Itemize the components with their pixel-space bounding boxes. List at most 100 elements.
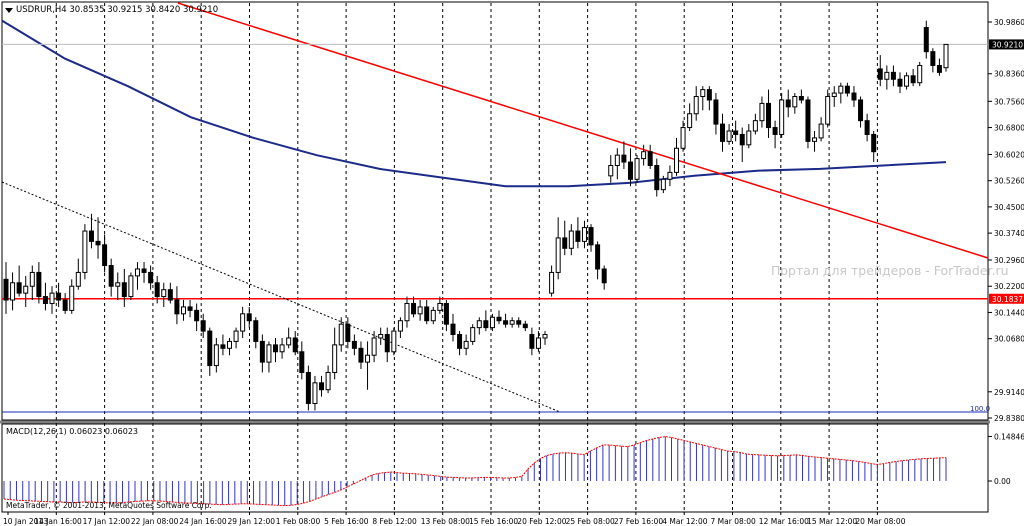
candle-body-down bbox=[174, 299, 180, 315]
candle-body-up bbox=[542, 334, 548, 339]
time-label: 22 Jan 08:00 bbox=[131, 517, 179, 526]
candle-body-up bbox=[378, 334, 384, 339]
candle-body-down bbox=[575, 230, 581, 242]
candle bbox=[562, 220, 568, 256]
candle-body-up bbox=[641, 151, 647, 160]
candle-body-down bbox=[154, 282, 160, 298]
candle bbox=[549, 265, 555, 297]
time-label: 29 Jan 12:00 bbox=[228, 517, 276, 526]
candle-body-up bbox=[812, 137, 818, 142]
candle-body-up bbox=[555, 237, 561, 273]
candle bbox=[739, 127, 745, 163]
candle-body-up bbox=[75, 271, 81, 287]
time-label: 20 Feb 12:00 bbox=[517, 517, 566, 526]
candle bbox=[568, 224, 574, 256]
candle-body-down bbox=[351, 340, 357, 349]
candle bbox=[673, 137, 679, 176]
candle bbox=[522, 320, 528, 332]
candle-body-down bbox=[936, 64, 942, 73]
candle-body-down bbox=[766, 102, 772, 129]
candle-body-down bbox=[102, 244, 108, 267]
price-axis: 30.9860 30.8360 30.7560 30.6800 30.6020 30.52… bbox=[988, 18, 1024, 423]
candle bbox=[365, 341, 371, 390]
candle-body-up bbox=[325, 371, 331, 391]
candle-body-down bbox=[56, 292, 62, 301]
candle bbox=[614, 148, 620, 180]
price-tick-label: 30.2960 bbox=[994, 256, 1024, 265]
time-label: 12 Mar 16:00 bbox=[759, 517, 809, 526]
candle bbox=[286, 327, 292, 349]
candle bbox=[384, 327, 390, 363]
candle bbox=[226, 337, 232, 356]
candle-body-down bbox=[16, 282, 22, 294]
candle-body-up bbox=[180, 306, 186, 315]
symbol-info: USDRUR,H4 30.8535 30.9215 30.8420 30.921… bbox=[16, 5, 218, 15]
candle bbox=[844, 82, 850, 97]
candle-body-down bbox=[384, 334, 390, 353]
chart-drawings bbox=[1, 2, 989, 413]
candle-body-down bbox=[588, 227, 594, 246]
candle-body-up bbox=[884, 71, 890, 80]
candle-body-down bbox=[148, 271, 154, 284]
price-tick-label: 30.3740 bbox=[994, 229, 1024, 238]
candle bbox=[108, 258, 114, 297]
candle-body-down bbox=[798, 96, 804, 101]
candle bbox=[23, 275, 29, 307]
price-tick-label: 30.5260 bbox=[994, 177, 1024, 186]
candle bbox=[154, 275, 160, 304]
candle-body-up bbox=[266, 344, 272, 363]
candle-body-down bbox=[871, 133, 877, 153]
candle bbox=[134, 262, 140, 290]
time-label: 1 Feb 08:00 bbox=[276, 517, 321, 526]
candle-body-down bbox=[923, 27, 929, 53]
support-price-label: 30.1837 bbox=[992, 295, 1023, 304]
candle-body-up bbox=[667, 171, 673, 180]
candle-body-up bbox=[417, 306, 423, 315]
candle bbox=[851, 86, 857, 107]
candle-body-down bbox=[108, 265, 114, 287]
candle-body-down bbox=[897, 78, 903, 87]
candle-body-down bbox=[246, 313, 252, 322]
candle-body-down bbox=[259, 340, 265, 363]
candle bbox=[700, 86, 706, 111]
candle bbox=[503, 313, 509, 328]
candle bbox=[430, 306, 436, 325]
candle-body-down bbox=[200, 320, 206, 332]
candle-body-down bbox=[411, 302, 417, 315]
candle-body-up bbox=[470, 327, 476, 342]
candle bbox=[831, 86, 837, 107]
candle-body-up bbox=[943, 43, 949, 69]
chevron-down-icon[interactable] bbox=[5, 8, 13, 13]
candle bbox=[404, 296, 410, 328]
candle-body-down bbox=[319, 382, 325, 391]
candle-body-up bbox=[752, 120, 758, 132]
candle-body-up bbox=[463, 340, 469, 349]
support-price-tag bbox=[989, 293, 1024, 304]
candle bbox=[397, 317, 403, 338]
candle-body-up bbox=[904, 75, 910, 87]
candle-body-up bbox=[838, 85, 844, 94]
candle bbox=[496, 310, 502, 325]
candle-body-up bbox=[726, 130, 732, 142]
candle bbox=[325, 365, 331, 394]
candle bbox=[588, 224, 594, 252]
candle bbox=[627, 148, 633, 187]
time-label: 25 Feb 08:00 bbox=[566, 517, 615, 526]
candle bbox=[141, 262, 147, 283]
candle bbox=[779, 93, 785, 138]
candle-body-down bbox=[654, 165, 660, 191]
candle bbox=[634, 155, 640, 183]
candle-body-down bbox=[516, 320, 522, 325]
candle-body-down bbox=[88, 230, 94, 242]
candle-body-down bbox=[720, 123, 726, 142]
copyright: MetaTrader, © 2001-2013, MetaQuotes Soft… bbox=[6, 501, 212, 510]
candle-body-down bbox=[733, 130, 739, 135]
candle-body-up bbox=[634, 158, 640, 180]
candle bbox=[608, 155, 614, 183]
candle-body-up bbox=[279, 344, 285, 353]
candle-body-up bbox=[82, 230, 88, 273]
candle bbox=[292, 331, 298, 356]
candle bbox=[207, 327, 213, 376]
candle bbox=[936, 58, 942, 76]
candle-body-down bbox=[529, 334, 535, 349]
